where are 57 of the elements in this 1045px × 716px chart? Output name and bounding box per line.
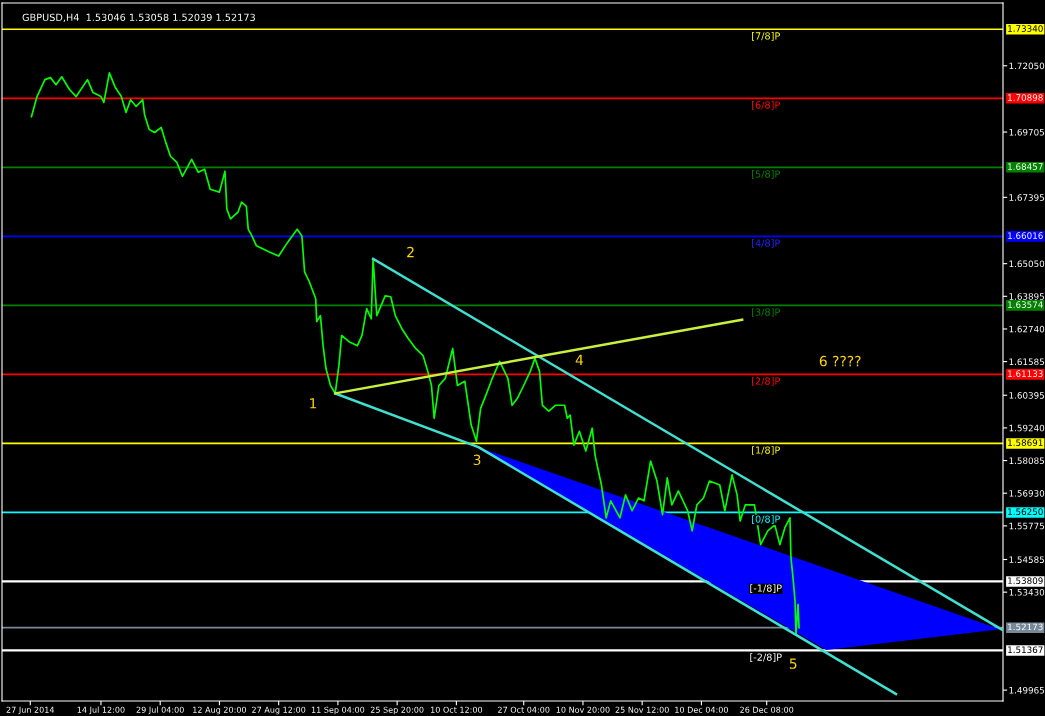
annotation: 1.73340 bbox=[1008, 25, 1043, 32]
ref-line-label: [3/8]P bbox=[752, 308, 780, 317]
ref-line-label: [5/8]P bbox=[752, 170, 780, 179]
y-tick-label: 1.49965 bbox=[1009, 686, 1044, 694]
y-tick-label: 1.65050 bbox=[1009, 260, 1045, 268]
y-tick-label: 1.62740 bbox=[1009, 325, 1045, 333]
text: GBPUSD,H4 1.53046 1.53058 1.52039 1.52173 bbox=[22, 13, 255, 22]
ref-line-label: [-2/8]P bbox=[750, 653, 782, 662]
x-tick-label: 12 Aug 20:00 bbox=[193, 706, 247, 715]
annotation: 1.70898 bbox=[1008, 94, 1043, 101]
annotation: 1.53809 bbox=[1008, 577, 1043, 584]
x-tick-label: 11 Sep 04:00 bbox=[311, 706, 365, 715]
ref-line-label: [1/8]P bbox=[752, 446, 780, 455]
ref-line-label: [6/8]P bbox=[752, 101, 780, 110]
y-tick-label: 1.58085 bbox=[1009, 457, 1044, 465]
annotation: 1.61133 bbox=[1008, 370, 1043, 377]
x-tick-label: 26 Dec 08:00 bbox=[740, 706, 794, 713]
y-tick-label: 1.59240 bbox=[1009, 424, 1045, 432]
x-tick-label: 29 Jul 04:00 bbox=[136, 706, 184, 715]
x-tick-label: 14 Jul 12:00 bbox=[77, 706, 125, 715]
y-tick-label: 1.67395 bbox=[1009, 194, 1044, 201]
annotation: 1.63574 bbox=[1008, 301, 1043, 308]
y-tick-label: 1.72050 bbox=[1009, 62, 1045, 70]
ref-line-label: [7/8]P bbox=[752, 32, 780, 41]
annotation: 1.68457 bbox=[1008, 163, 1043, 170]
annotation: 1.51367 bbox=[1008, 646, 1043, 654]
y-tick-label: 1.63895 bbox=[1009, 293, 1044, 300]
annotation: 2 bbox=[407, 246, 414, 258]
x-tick-label: 27 Jun 2014 bbox=[6, 706, 55, 715]
annotation: 1.52173 bbox=[1008, 623, 1043, 631]
y-tick-label: 1.61585 bbox=[1009, 358, 1044, 366]
y-tick-label: 1.69705 bbox=[1009, 128, 1044, 136]
x-tick-label: 25 Nov 12:00 bbox=[615, 706, 669, 713]
x-tick-label: 10 Dec 04:00 bbox=[675, 706, 728, 713]
y-tick-label: 1.54585 bbox=[1009, 556, 1044, 563]
x-tick-label: 10 Nov 20:00 bbox=[556, 706, 610, 713]
annotation: 1 bbox=[310, 398, 317, 409]
y-tick-label: 1.56930 bbox=[1009, 490, 1045, 497]
y-tick-label: 1.53430 bbox=[1009, 588, 1045, 596]
annotation: 1.66016 bbox=[1008, 232, 1043, 239]
ref-line-label: [2/8]P bbox=[752, 377, 780, 386]
x-tick-label: 27 Oct 04:00 bbox=[498, 706, 550, 713]
annotation: 5 bbox=[789, 658, 797, 669]
annotation: 1.58691 bbox=[1008, 439, 1043, 446]
x-tick-label: 25 Sep 20:00 bbox=[370, 706, 424, 715]
annotation: 3 bbox=[473, 454, 481, 466]
x-tick-label: 10 Oct 12:00 bbox=[431, 706, 483, 713]
x-tick-label: 27 Aug 12:00 bbox=[252, 706, 306, 715]
y-tick-label: 1.55775 bbox=[1009, 522, 1044, 530]
ref-line-label: [-1/8]P bbox=[750, 584, 782, 593]
annotation: 6 ???? bbox=[819, 355, 861, 367]
y-tick-label: 1.60395 bbox=[1009, 392, 1044, 399]
ref-line-label: [0/8]P bbox=[752, 515, 780, 524]
line-series bbox=[30, 71, 800, 636]
annotation: 4 bbox=[575, 354, 584, 365]
ref-line-label: [4/8]P bbox=[752, 239, 780, 248]
annotation: 1.56250 bbox=[1008, 508, 1043, 515]
